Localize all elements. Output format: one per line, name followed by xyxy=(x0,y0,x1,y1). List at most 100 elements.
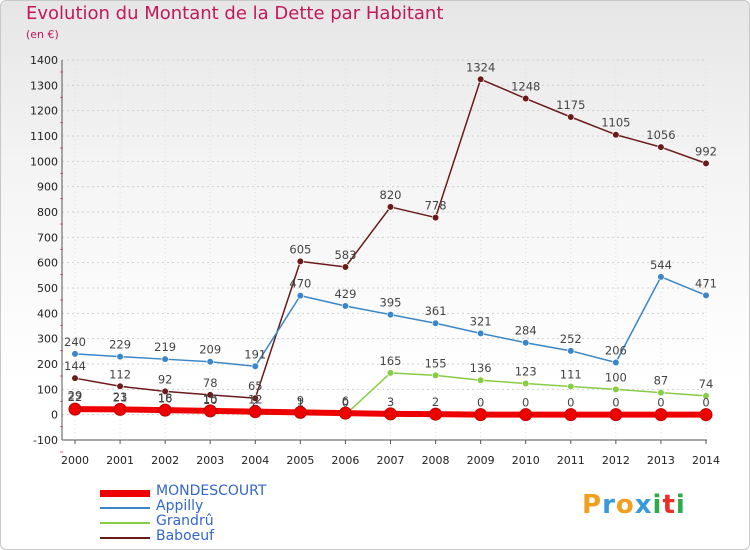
data-point xyxy=(477,376,485,384)
data-label: 100 xyxy=(605,370,627,384)
data-label: 1175 xyxy=(556,98,585,112)
data-label: 87 xyxy=(654,374,669,388)
y-tick-label: 1200 xyxy=(30,105,58,118)
data-label: 191 xyxy=(244,347,266,361)
data-label: 65 xyxy=(248,379,263,393)
data-label: 165 xyxy=(380,354,402,368)
data-label: 0 xyxy=(702,396,709,410)
y-tick-label: 0 xyxy=(51,409,58,422)
data-label: 111 xyxy=(560,368,582,382)
y-tick-label: 1400 xyxy=(30,54,58,67)
data-label: 544 xyxy=(650,258,672,272)
data-point xyxy=(477,75,485,83)
data-label: 22 xyxy=(68,390,83,404)
data-point xyxy=(71,374,79,382)
data-point xyxy=(431,319,440,327)
legend-label-baboeuf: Baboeuf xyxy=(156,528,215,544)
y-tick-label: 1300 xyxy=(30,79,58,92)
data-point xyxy=(612,358,620,367)
y-tick-label: 1100 xyxy=(30,130,58,143)
y-tick-label: 500 xyxy=(37,282,58,295)
data-point xyxy=(609,408,623,422)
data-label: 429 xyxy=(334,287,356,301)
y-tick-label: 700 xyxy=(37,231,58,244)
data-label: 0 xyxy=(522,396,529,410)
x-tick-label: 2013 xyxy=(647,454,675,467)
x-tick-label: 2002 xyxy=(151,454,179,467)
x-tick-label: 2008 xyxy=(422,454,450,467)
data-point xyxy=(296,292,304,300)
x-tick-label: 2010 xyxy=(512,454,540,467)
legend-swatch-baboeuf xyxy=(100,537,150,539)
data-point xyxy=(116,382,124,390)
data-label: 0 xyxy=(342,396,349,410)
data-point xyxy=(657,273,665,281)
data-point xyxy=(657,143,665,151)
data-point xyxy=(116,353,124,361)
data-label: 471 xyxy=(695,276,717,290)
y-tick-label: 300 xyxy=(37,333,58,346)
logo-letter: o xyxy=(615,490,635,520)
legend-label-grandru: Grandrû xyxy=(156,513,214,529)
data-label: 0 xyxy=(567,396,574,410)
data-label: 15 xyxy=(203,392,218,406)
proxiti-logo: Proxiti xyxy=(582,490,686,520)
data-point xyxy=(386,311,395,319)
data-label: 2 xyxy=(432,395,439,409)
x-tick-label: 2007 xyxy=(377,454,405,467)
data-label: 0 xyxy=(657,396,664,410)
y-tick-label: 800 xyxy=(37,206,58,219)
data-label: 1 xyxy=(297,395,304,409)
data-label: 778 xyxy=(425,199,447,213)
data-label: 3 xyxy=(387,395,394,409)
data-point xyxy=(158,403,172,417)
data-point xyxy=(203,404,217,418)
data-label: 219 xyxy=(154,340,176,354)
data-label: 1105 xyxy=(601,116,630,130)
legend-swatch-mondescourt xyxy=(100,490,150,497)
data-point xyxy=(567,113,575,121)
x-tick-label: 2006 xyxy=(331,454,359,467)
x-tick-label: 2009 xyxy=(467,454,495,467)
data-label: 321 xyxy=(470,314,492,328)
x-tick-label: 2014 xyxy=(692,454,720,467)
x-tick-label: 2012 xyxy=(602,454,630,467)
data-point xyxy=(474,408,488,422)
data-point xyxy=(68,402,82,416)
data-label: 583 xyxy=(334,248,356,262)
data-point xyxy=(296,257,304,266)
chart-title: Evolution du Montant de la Dette par Hab… xyxy=(26,3,444,24)
data-point xyxy=(567,347,575,355)
y-tick-label: 100 xyxy=(37,383,58,396)
data-point xyxy=(654,408,668,422)
data-point xyxy=(248,405,262,419)
data-label: 240 xyxy=(64,335,86,349)
data-label: 92 xyxy=(158,372,173,386)
data-label: 74 xyxy=(699,377,714,391)
data-label: 16 xyxy=(158,392,173,406)
data-label: 123 xyxy=(515,365,537,379)
data-point xyxy=(567,382,575,391)
data-label: 209 xyxy=(199,343,221,357)
y-tick-label: 900 xyxy=(37,181,58,194)
data-point xyxy=(384,407,397,421)
data-point xyxy=(161,387,169,395)
logo-letter: i xyxy=(675,490,686,520)
data-label: 395 xyxy=(380,296,402,310)
data-label: 1324 xyxy=(466,60,495,74)
data-label: 78 xyxy=(203,376,218,390)
legend-swatch-grandru xyxy=(100,522,150,524)
data-label: 0 xyxy=(477,396,484,410)
x-tick-label: 2011 xyxy=(557,454,585,467)
data-point xyxy=(522,94,530,103)
data-point xyxy=(657,389,665,397)
legend-swatch-appilly xyxy=(100,507,150,509)
data-label: 29 xyxy=(68,388,83,402)
data-point xyxy=(386,369,395,377)
y-tick-label: 600 xyxy=(37,257,58,270)
data-label: 10 xyxy=(203,393,218,407)
x-tick-label: 2003 xyxy=(196,454,224,467)
x-tick-label: 2001 xyxy=(106,454,134,467)
data-label: 361 xyxy=(425,304,447,318)
data-label: 21 xyxy=(113,390,128,404)
